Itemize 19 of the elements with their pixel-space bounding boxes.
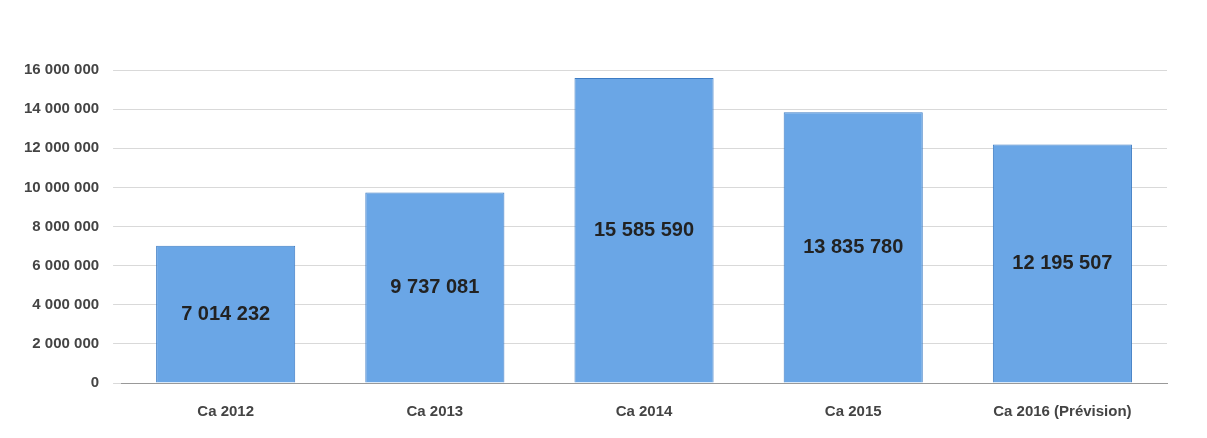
data-label: 15 585 590 <box>593 217 695 240</box>
y-tick-label: 2 000 000 <box>32 334 100 352</box>
x-tick-label: Ca 2014 <box>615 402 674 420</box>
y-tick-label: 8 000 000 <box>32 216 100 234</box>
x-tick-label: Ca 2015 <box>824 402 882 420</box>
y-tick-label: 14 000 000 <box>24 99 100 117</box>
x-tick-label: Ca 2013 <box>406 402 464 420</box>
y-tick-label: 4 000 000 <box>32 294 100 312</box>
data-label: 9 737 081 <box>390 275 480 298</box>
y-tick-label: 10 000 000 <box>24 177 100 195</box>
y-tick-label: 6 000 000 <box>32 255 100 273</box>
x-tick-label: Ca 2012 <box>197 402 255 420</box>
x-tick-label: Ca 2016 (Prévision) <box>993 402 1132 420</box>
data-label: 12 195 507 <box>1012 250 1113 273</box>
data-label: 7 014 232 <box>181 301 271 324</box>
y-tick-label: 0 <box>90 373 100 391</box>
y-tick-label: 16 000 000 <box>24 60 100 78</box>
data-label: 13 835 780 <box>803 234 904 257</box>
y-tick-label: 12 000 000 <box>24 138 100 156</box>
